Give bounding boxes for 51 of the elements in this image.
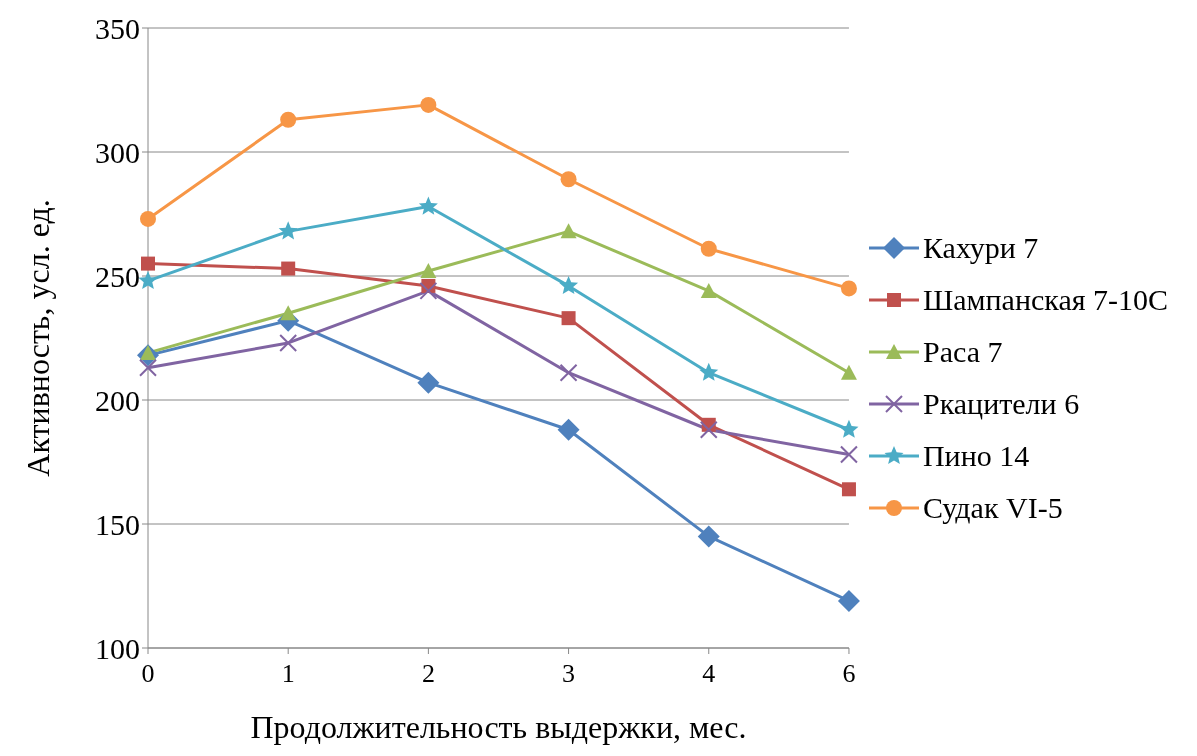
point [561, 311, 576, 326]
legend-label: Шампанская 7-10С [922, 283, 1168, 317]
y-tick-label: 250 [95, 259, 140, 293]
legend-label: Судак VI-5 [922, 491, 1063, 525]
point [420, 96, 437, 113]
point [418, 196, 438, 215]
point [419, 281, 438, 300]
y-tick-label: 200 [95, 383, 140, 417]
legend-label: Пино 14 [922, 439, 1030, 473]
x-tick-label: 3 [562, 659, 576, 689]
point [559, 275, 579, 295]
point [139, 358, 157, 377]
point [278, 221, 298, 240]
point [138, 270, 158, 290]
x-tick-label: 1 [281, 659, 295, 689]
point [837, 589, 860, 612]
x-tick-label: 4 [702, 659, 716, 689]
point [141, 256, 155, 271]
point [280, 305, 297, 321]
x-tick-label: 6 [842, 659, 856, 689]
point [140, 210, 156, 227]
point [417, 371, 440, 394]
x-tick-label: 0 [141, 659, 155, 689]
point [559, 363, 578, 382]
point [839, 445, 858, 464]
point [281, 261, 296, 276]
point [700, 282, 717, 298]
point [840, 364, 857, 380]
point [279, 333, 298, 352]
point [560, 223, 577, 239]
point [839, 419, 859, 438]
y-tick-label: 100 [95, 631, 140, 665]
x-tick-label: 2 [421, 659, 435, 689]
y-tick-label: 150 [95, 507, 140, 541]
legend-label: Кахури 7 [922, 231, 1039, 265]
legend-label: Раса 7 [922, 335, 1003, 369]
point [560, 171, 577, 188]
y-tick-label: 350 [95, 11, 140, 45]
point [420, 263, 437, 279]
y-axis-title: Активность, усл. ед. [20, 199, 57, 477]
point [699, 420, 718, 439]
point [700, 240, 717, 257]
y-tick-label: 300 [95, 135, 140, 169]
point [699, 362, 719, 381]
point [697, 525, 720, 548]
point [841, 482, 856, 497]
point [840, 280, 857, 297]
point [557, 418, 580, 441]
point [280, 111, 297, 128]
x-axis-title: Продолжительность выдержки, мес. [250, 709, 747, 745]
legend-label: Ркацители 6 [922, 387, 1080, 421]
